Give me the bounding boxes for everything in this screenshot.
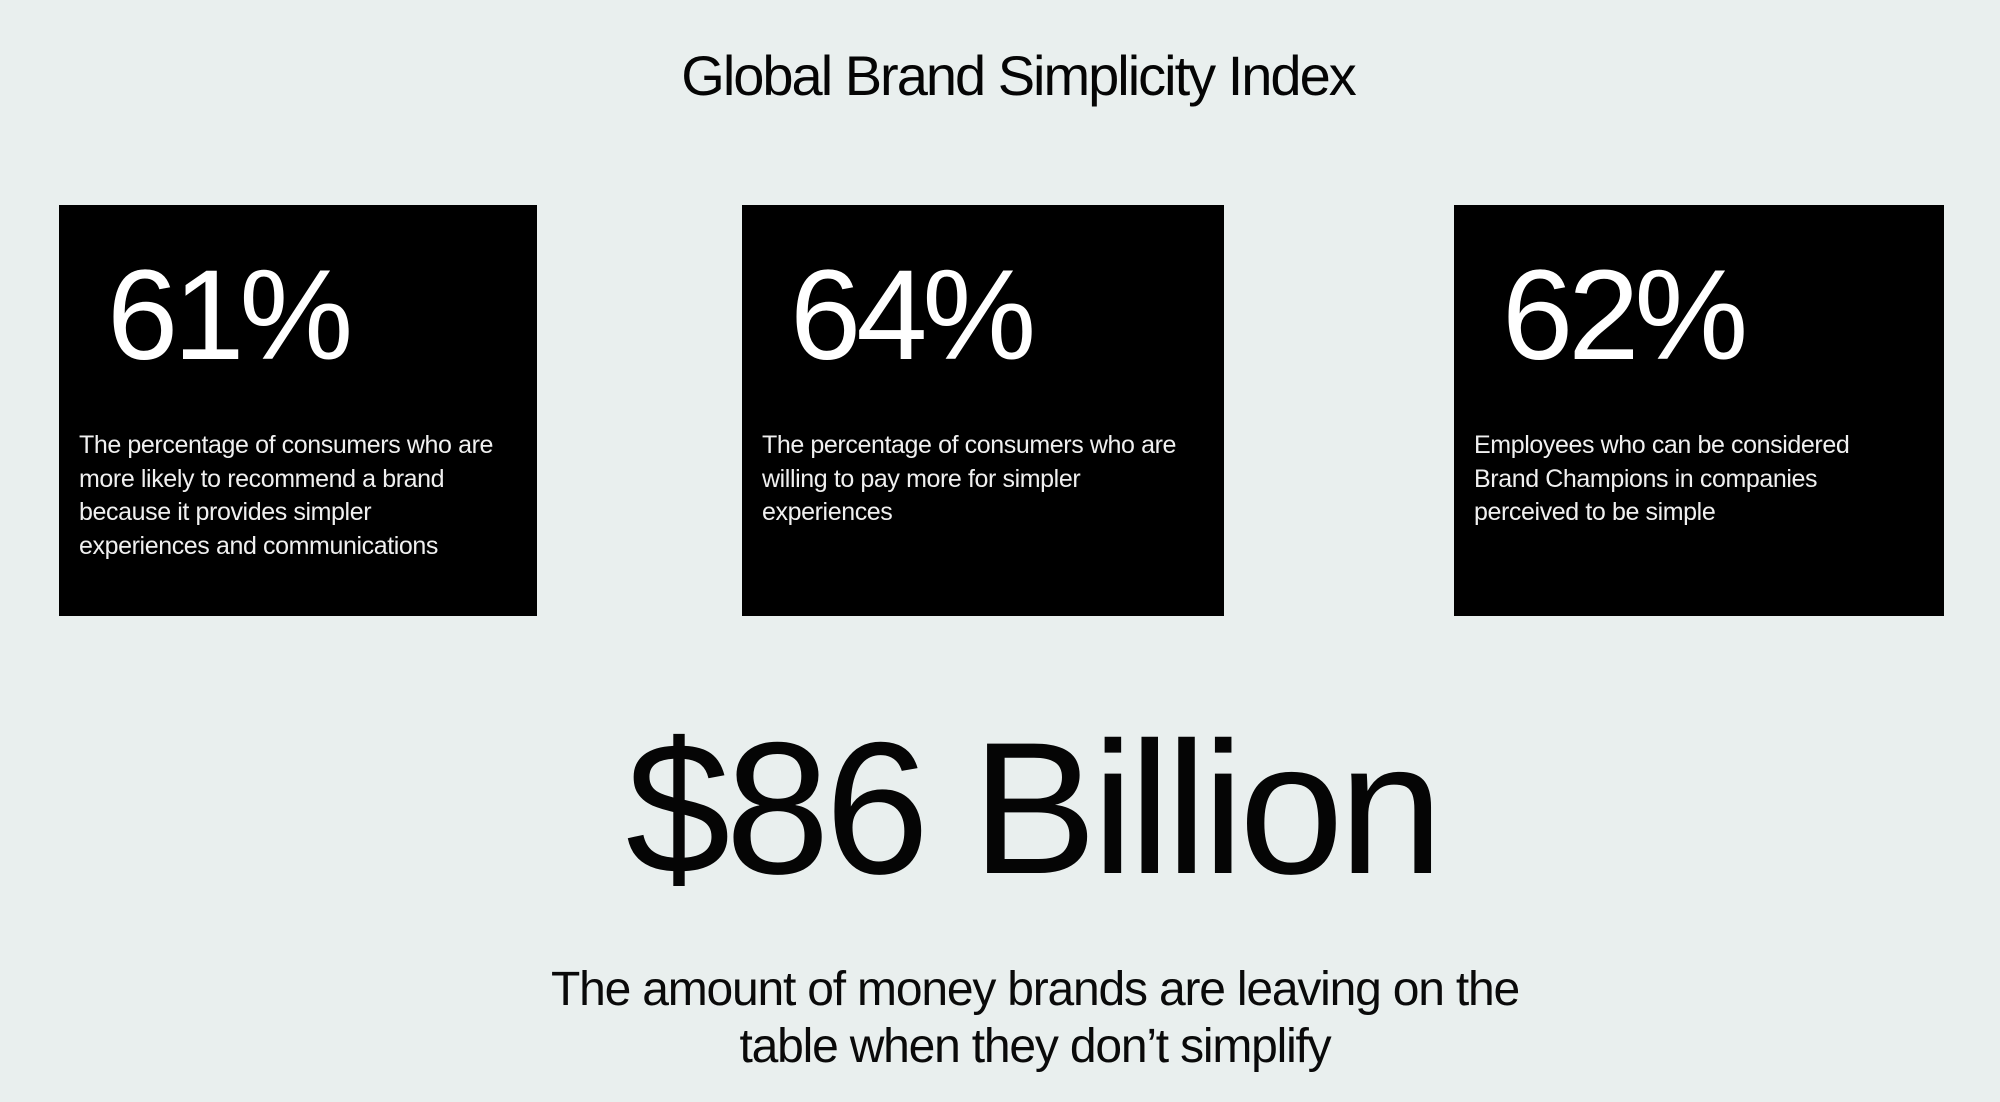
stat-card-brand-champions: 62% Employees who can be considered Bran…	[1454, 205, 1944, 616]
stat-value-recommend: 61%	[107, 244, 353, 387]
highlight-caption: The amount of money brands are leaving o…	[551, 963, 1520, 1073]
stat-description-brand-champions: Employees who can be considered Brand Ch…	[1474, 431, 1850, 526]
stat-card-recommend: 61% The percentage of consumers who are …	[59, 205, 537, 616]
stat-value-brand-champions: 62%	[1502, 244, 1748, 387]
stat-value-pay-more: 64%	[790, 244, 1036, 387]
stat-description-pay-more: The percentage of consumers who are will…	[762, 431, 1177, 526]
stat-card-pay-more: 64% The percentage of consumers who are …	[742, 205, 1224, 616]
highlight-value: $86 Billion	[625, 703, 1443, 913]
stat-description-recommend: The percentage of consumers who are more…	[79, 431, 494, 560]
page-title: Global Brand Simplicity Index	[681, 44, 1356, 107]
